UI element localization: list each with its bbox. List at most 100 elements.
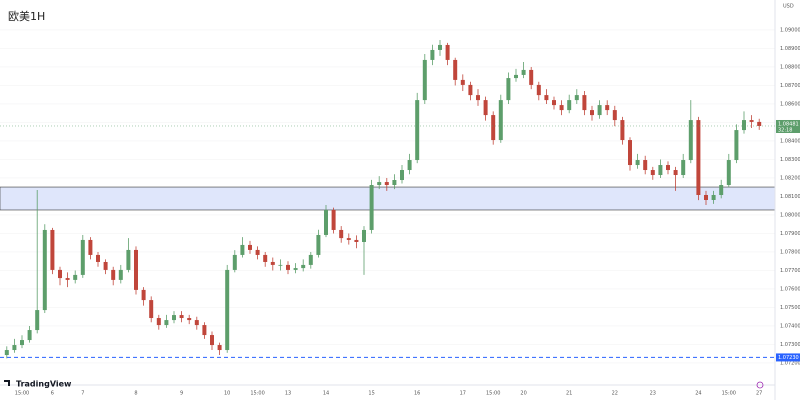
candle-body xyxy=(521,69,526,75)
candle-body xyxy=(711,194,716,200)
candle-body xyxy=(149,300,154,319)
candle-body xyxy=(134,249,138,290)
candle-body xyxy=(658,165,663,176)
candle-body xyxy=(392,180,397,186)
candle-body xyxy=(514,74,518,79)
candle-body xyxy=(734,130,739,161)
candle-body xyxy=(377,182,382,186)
candle-body xyxy=(749,120,754,122)
candle-body xyxy=(742,120,746,131)
candle-body xyxy=(217,345,222,351)
logo[interactable]: TradingView xyxy=(4,380,72,389)
x-tick-label: 16 xyxy=(414,391,420,397)
candle-body xyxy=(111,269,116,280)
x-tick-label: 27 xyxy=(756,391,762,397)
candle-body xyxy=(369,185,374,230)
support-label-bg xyxy=(776,353,800,362)
candle-body xyxy=(620,120,625,141)
candle-body xyxy=(460,79,465,85)
candle-body xyxy=(719,185,724,195)
last-price-label: 1.08481 xyxy=(778,121,799,127)
candle-body xyxy=(232,254,237,270)
candle-body xyxy=(35,310,40,331)
background-layer xyxy=(0,29,776,364)
x-tick-label: 10 xyxy=(224,391,230,397)
candle-body xyxy=(567,100,572,111)
support-label: 1.07230 xyxy=(778,355,799,361)
chart-title: 欧美1H xyxy=(8,10,45,23)
candle-body xyxy=(65,278,70,280)
y-tick-label: 1.08000 xyxy=(780,212,800,218)
y-tick-label: 1.07200 xyxy=(780,360,800,366)
y-tick-label: 1.07300 xyxy=(780,342,800,348)
candle-body xyxy=(164,320,169,326)
x-tick-label: 15:00 xyxy=(250,391,264,397)
candle-body xyxy=(179,315,184,319)
candle-body xyxy=(73,274,78,280)
candle-body xyxy=(248,244,252,250)
candle-body xyxy=(263,254,268,262)
y-tick-label: 1.07800 xyxy=(780,249,800,255)
candle-body xyxy=(210,335,214,346)
y-tick-label: 1.08900 xyxy=(780,46,800,52)
candle-body xyxy=(635,160,640,166)
x-tick-label: 17 xyxy=(460,391,466,397)
candle-body xyxy=(346,238,351,240)
candle-body xyxy=(643,160,648,171)
candle-body xyxy=(415,100,420,161)
y-tick-label: 1.07500 xyxy=(780,305,800,311)
x-tick-label: 21 xyxy=(566,391,572,397)
candle-body xyxy=(498,100,503,141)
y-tick-label: 1.08100 xyxy=(780,194,800,200)
x-tick-label: 15 xyxy=(368,391,374,397)
candle-body xyxy=(476,95,480,101)
candle-body xyxy=(194,320,199,326)
candle-body xyxy=(270,261,275,265)
x-tick-label: 15:00 xyxy=(15,391,29,397)
candle-body xyxy=(704,194,708,200)
x-tick-label: 23 xyxy=(650,391,656,397)
candle-body xyxy=(354,239,359,242)
candle-body xyxy=(400,170,404,181)
candle-body xyxy=(544,95,549,101)
last-price-bg xyxy=(776,119,800,133)
y-tick-label: 1.08800 xyxy=(780,64,800,70)
candle-body xyxy=(590,110,594,116)
candle-body xyxy=(650,170,655,176)
y-tick-label: 1.07400 xyxy=(780,323,800,329)
candle-body xyxy=(58,269,62,279)
candle-body xyxy=(42,229,47,311)
candle-body xyxy=(612,110,617,121)
candle-body xyxy=(407,160,412,171)
candle-body xyxy=(483,100,488,116)
logo-icon xyxy=(4,380,10,386)
countdown: 32:18 xyxy=(778,127,792,133)
candle-body xyxy=(27,330,32,341)
y-tick-label: 1.08300 xyxy=(780,157,800,163)
candle-body xyxy=(20,340,24,346)
candle-body xyxy=(50,229,55,270)
x-tick-label: 24 xyxy=(695,391,701,397)
candle-body xyxy=(225,269,230,351)
candle-body xyxy=(491,115,496,141)
zone xyxy=(0,186,776,211)
candle-body xyxy=(688,120,693,161)
x-tick-label: 14 xyxy=(323,391,329,397)
settings-icon[interactable] xyxy=(756,381,764,389)
candle-body xyxy=(88,239,93,255)
candle-body xyxy=(673,170,678,176)
candle-body xyxy=(126,249,131,270)
y-tick-label: 1.08700 xyxy=(780,83,800,89)
candle-body xyxy=(4,350,9,356)
candle-body xyxy=(559,105,564,111)
candle-body xyxy=(384,182,389,186)
candle-body xyxy=(331,209,336,230)
candle-body xyxy=(278,264,283,266)
x-tick-label: 9 xyxy=(180,391,183,397)
candle-body xyxy=(324,209,328,235)
x-tick-label: 13 xyxy=(285,391,291,397)
candle-body xyxy=(757,121,762,126)
y-tick-label: 1.07900 xyxy=(780,231,800,237)
